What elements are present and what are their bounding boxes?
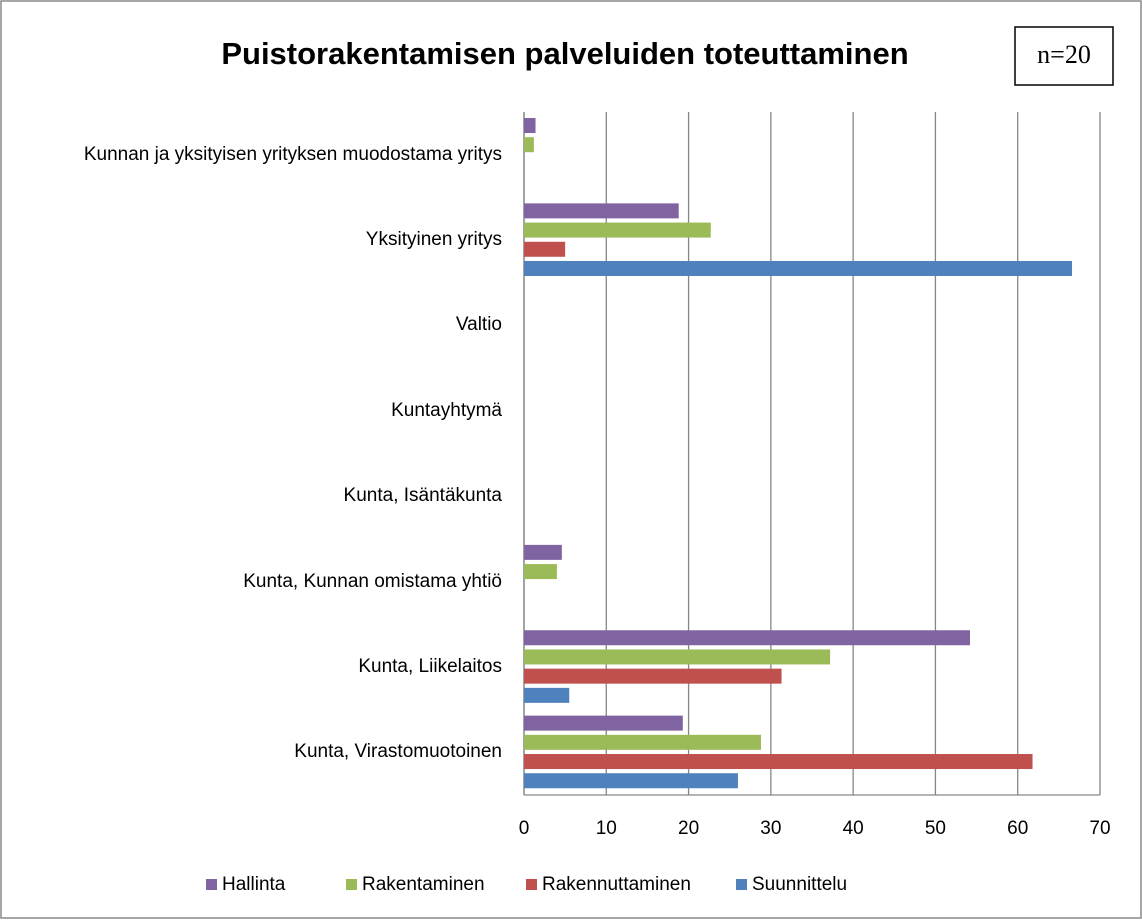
category-text: Yksityinen yritys <box>365 229 502 251</box>
legend-marker <box>206 879 217 890</box>
bar <box>524 118 536 133</box>
bar <box>524 137 534 153</box>
bar <box>524 668 782 684</box>
bar <box>524 544 562 560</box>
legend-label: Rakennuttaminen <box>542 874 691 895</box>
bar <box>524 649 831 665</box>
legend-marker <box>346 879 357 890</box>
bar <box>524 203 679 219</box>
bar <box>524 773 738 789</box>
x-tick-label: 70 <box>1089 818 1110 839</box>
bar <box>524 222 711 238</box>
category-text: Kunnan ja yksityisen yrityksen muodostam… <box>83 143 502 165</box>
category-text: Kuntayhtymä <box>391 399 502 421</box>
category-text: Kunta, Kunnan omistama yhtiö <box>243 570 502 592</box>
bar <box>524 241 566 257</box>
bar <box>524 715 683 731</box>
x-tick-label: 10 <box>596 818 617 839</box>
x-tick-label: 20 <box>678 818 699 839</box>
y-tick-label: Yksityinen yritys <box>20 227 502 253</box>
x-tick-label: 0 <box>519 818 530 839</box>
x-tick-label: 40 <box>843 818 864 839</box>
category-text: Kunta, Virastomuotoinen <box>294 741 502 763</box>
category-text: Valtio <box>455 314 502 336</box>
x-tick-label: 50 <box>925 818 946 839</box>
y-tick-label: Kunnan ja yksityisen yrityksen muodostam… <box>20 142 502 168</box>
y-tick-label: Kunta, Liikelaitos <box>20 654 502 680</box>
category-text: Kunta, Isäntäkunta <box>343 485 502 507</box>
legend-label: Hallinta <box>222 874 286 895</box>
y-tick-label: Kunta, Isäntäkunta <box>20 483 502 509</box>
annotation-box <box>1014 26 1114 86</box>
bar <box>524 630 970 646</box>
y-tick-label: Kuntayhtymä <box>20 398 502 424</box>
legend-marker <box>736 879 747 890</box>
bar <box>524 687 570 703</box>
y-tick-label: Kunta, Virastomuotoinen <box>20 739 502 765</box>
bar <box>524 260 1073 276</box>
bar <box>524 734 761 750</box>
category-text: Kunta, Liikelaitos <box>358 655 502 677</box>
y-tick-label: Kunta, Kunnan omistama yhtiö <box>20 569 502 595</box>
x-tick-label: 30 <box>760 818 781 839</box>
annotation: n=20 <box>1037 40 1091 69</box>
legend-label: Rakentaminen <box>362 874 485 895</box>
bar <box>524 754 1033 770</box>
y-tick-label: Valtio <box>20 312 502 338</box>
x-tick-label: 60 <box>1007 818 1028 839</box>
legend-marker <box>526 879 537 890</box>
bar <box>524 564 557 580</box>
legend-label: Suunnittelu <box>752 874 847 895</box>
chart-title: Puistorakentamisen palveluiden toteuttam… <box>221 36 908 71</box>
